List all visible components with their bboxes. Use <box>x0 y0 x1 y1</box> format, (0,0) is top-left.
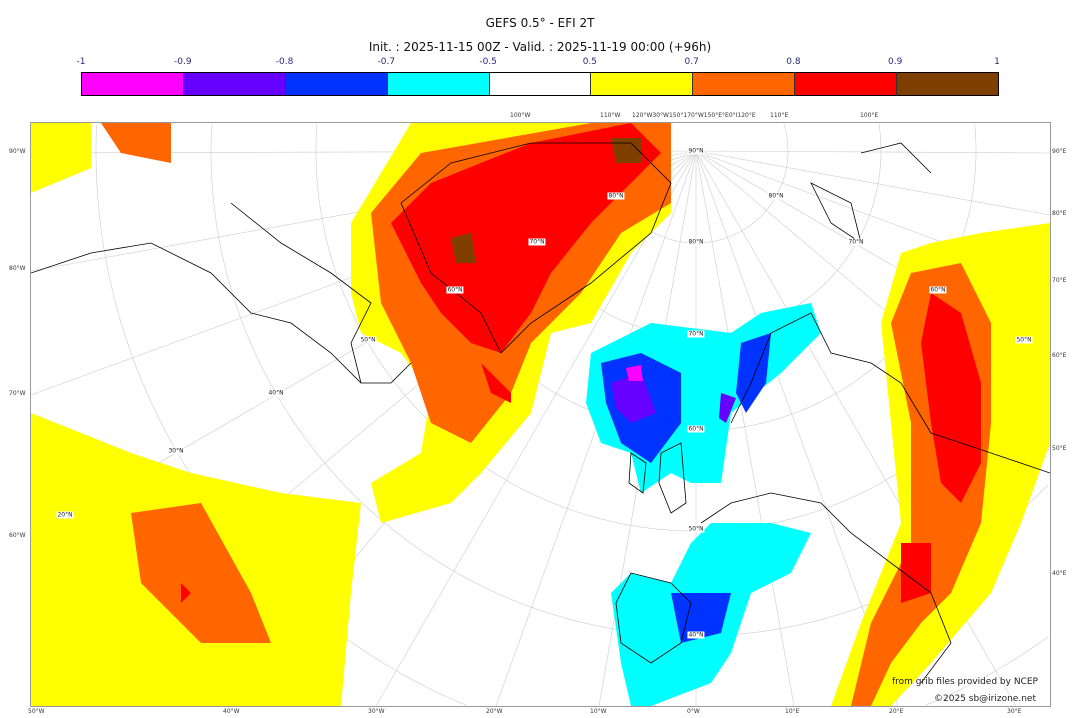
right-axis-tick: 90°E <box>1052 148 1067 155</box>
bottom-axis-tick: 0°W <box>687 708 700 715</box>
latitude-label: 80°N <box>767 192 785 200</box>
bottom-axis-tick: 30°W <box>368 708 385 715</box>
colorbar-segment <box>82 73 183 95</box>
colorbar-segment <box>182 73 285 95</box>
bottom-axis-tick: 10°W <box>590 708 607 715</box>
coastlines <box>31 142 1050 684</box>
top-axis-tick: 100°E <box>860 112 879 119</box>
map-canvas <box>31 123 1050 706</box>
colorbar-segment <box>896 73 999 95</box>
efi-fields <box>31 123 1050 706</box>
colorbar-tick-label: 0.7 <box>684 57 699 67</box>
colorbar-segment <box>488 73 591 95</box>
map-title: GEFS 0.5° - EFI 2T <box>485 16 595 30</box>
colorbar-segment <box>692 73 795 95</box>
bottom-axis-tick: 40°W <box>223 708 240 715</box>
colorbar-tick-label: -0.8 <box>275 57 294 67</box>
latitude-label: 40°N <box>687 631 705 639</box>
left-axis-tick: 60°W <box>9 532 26 539</box>
latitude-label: 50°N <box>687 525 705 533</box>
left-axis-tick: 70°W <box>9 390 26 397</box>
colorbar-segment <box>794 73 897 95</box>
colorbar-tick-label: 0.8 <box>786 57 801 67</box>
bottom-axis-tick: 20°E <box>889 708 904 715</box>
right-axis-tick: 60°E <box>1052 352 1067 359</box>
colorbar-tick-label: -0.7 <box>377 57 396 67</box>
latitude-label: 40°N <box>267 389 285 397</box>
source-credit: from grib files provided by NCEP <box>892 677 1038 687</box>
left-axis-tick: 90°W <box>9 148 26 155</box>
latitude-label: 70°N <box>528 238 546 246</box>
colorbar-tick-label: 0.9 <box>888 57 903 67</box>
map-subtitle: Init. : 2025-11-15 00Z - Valid. : 2025-1… <box>368 40 712 54</box>
latitude-label: 80°N <box>687 238 705 246</box>
colorbar-segment <box>590 73 693 95</box>
field-purple <box>611 373 736 423</box>
latitude-label: 60°N <box>446 286 464 294</box>
latitude-label: 60°N <box>929 286 947 294</box>
field-magenta <box>626 365 643 381</box>
right-axis-tick: 50°E <box>1052 445 1067 452</box>
top-axis-tick: 120°W30°W150°170°W150°E°E0°I120°E <box>632 112 756 119</box>
efi-map: 90°N 80°N 70°N 60°N 50°N 40°N 80°N 80°N 70°N 70°N… <box>30 122 1051 707</box>
field-yellow <box>31 123 1050 706</box>
colorbar-segment <box>386 73 489 95</box>
latitude-label: 20°N <box>56 511 74 519</box>
top-axis-tick: 110°E <box>770 112 789 119</box>
latitude-label: 50°N <box>1015 336 1033 344</box>
latitude-label: 60°N <box>687 425 705 433</box>
latitude-label: 50°N <box>359 336 377 344</box>
colorbar-tick-label: -1 <box>76 57 86 67</box>
bottom-axis-tick: 50°W <box>28 708 45 715</box>
copyright-credit: ©2025 sb@irizone.net <box>934 694 1036 704</box>
latitude-label: 70°N <box>687 330 705 338</box>
top-axis-tick: 100°W <box>510 112 531 119</box>
bottom-axis-tick: 20°W <box>486 708 503 715</box>
colorbar-tick-label: -0.5 <box>479 57 497 67</box>
colorbar-tick-label: -0.9 <box>173 57 192 67</box>
latitude-label: 80°N <box>607 192 625 200</box>
right-axis-tick: 80°E <box>1052 210 1067 217</box>
colorbar-tick-label: 0.5 <box>582 57 598 67</box>
right-axis-tick: 40°E <box>1052 570 1067 577</box>
bottom-axis-tick: 10°E <box>785 708 800 715</box>
colorbar-legend <box>81 72 999 96</box>
left-axis-tick: 80°W <box>9 265 26 272</box>
latitude-label: 70°N <box>847 238 865 246</box>
latitude-label: 30°N <box>167 447 185 455</box>
right-axis-tick: 70°E <box>1052 277 1067 284</box>
top-axis-tick: 110°W <box>600 112 621 119</box>
colorbar-tick-label: 1 <box>994 57 1000 67</box>
colorbar-segment <box>284 73 387 95</box>
latitude-label: 90°N <box>687 147 705 155</box>
bottom-axis-tick: 30°E <box>1007 708 1022 715</box>
field-red <box>181 123 981 603</box>
field-brown <box>451 138 641 263</box>
